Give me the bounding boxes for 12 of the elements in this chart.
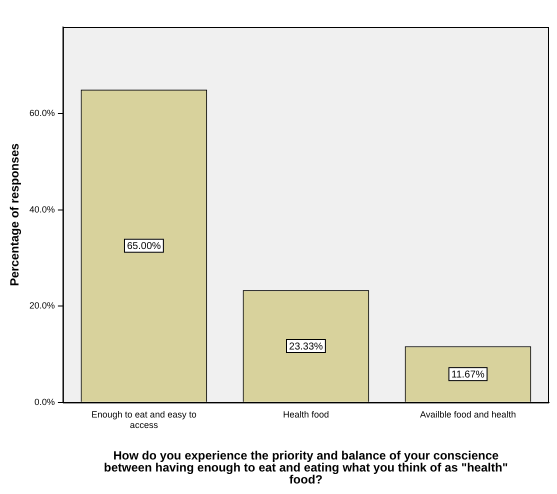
y-tick-label: 60.0% — [29, 108, 55, 118]
y-tick-label: 20.0% — [29, 300, 55, 311]
x-axis-title: How do you experience the priority and balance of your conscience between having enough to eat and eating what you think of as "health" food? — [104, 448, 508, 486]
y-tick-label: 0.0% — [34, 396, 55, 407]
y-axis-title: Percentage of responses — [8, 143, 22, 286]
x-tick-label: Availble food and health — [420, 409, 516, 420]
data-label: 23.33% — [289, 341, 324, 352]
data-label: 11.67% — [451, 369, 485, 380]
y-tick-label: 40.0% — [29, 204, 55, 214]
data-label: 65.00% — [126, 240, 161, 252]
x-tick-label: Health food — [282, 409, 329, 420]
x-tick-label: Enough to eat and easy to access — [91, 409, 196, 430]
